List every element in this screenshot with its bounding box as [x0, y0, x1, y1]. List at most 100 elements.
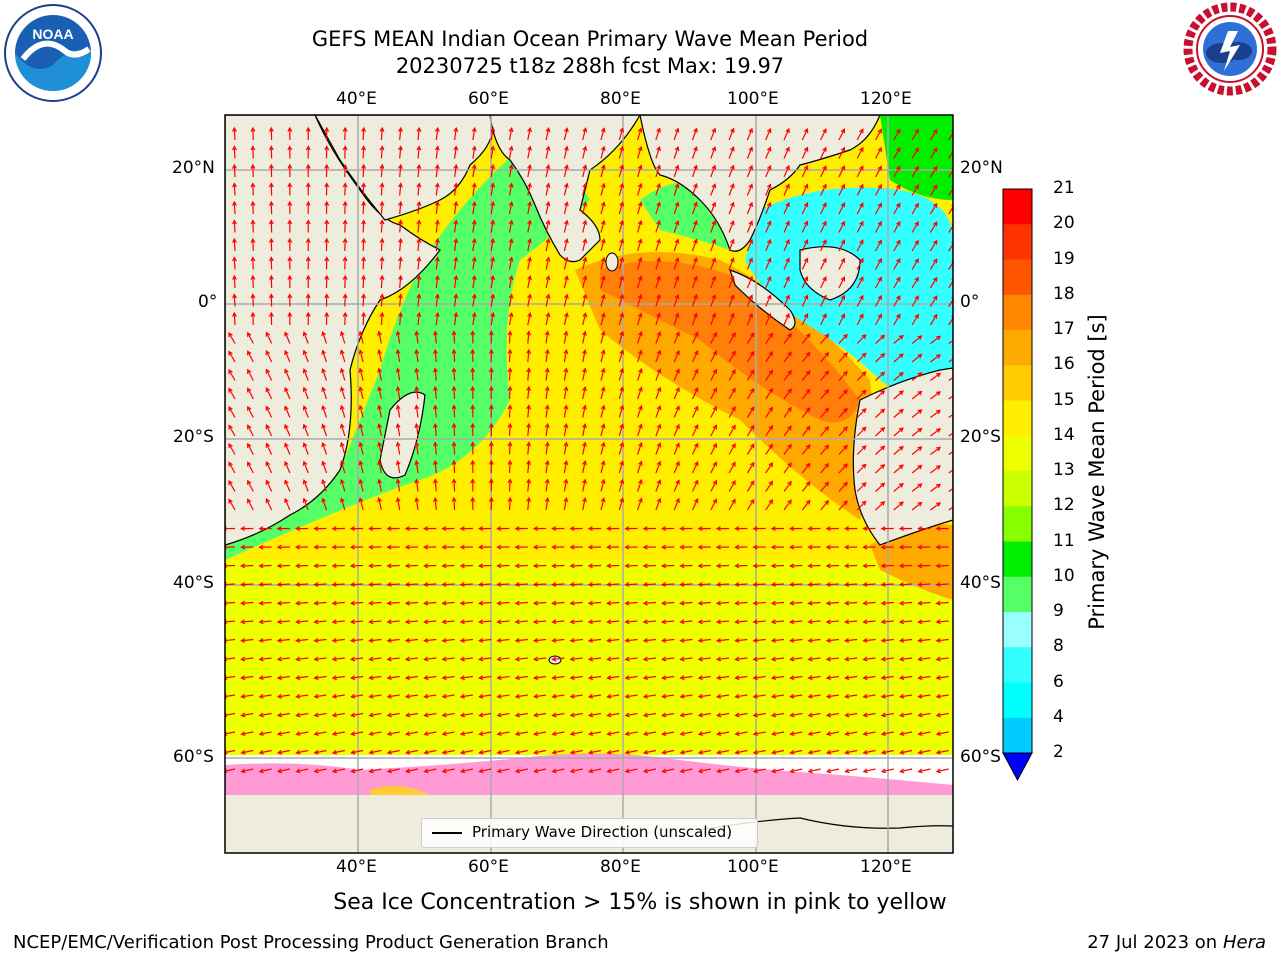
wave-direction-arrow [570, 731, 583, 735]
wave-direction-arrow [637, 405, 642, 418]
wave-direction-arrow [490, 313, 494, 326]
wave-direction-arrow [618, 368, 624, 381]
wave-direction-arrow [948, 261, 953, 270]
wave-direction-arrowhead [825, 544, 831, 550]
wave-direction-arrowhead [749, 498, 755, 504]
wave-direction-arrow [918, 601, 931, 604]
wave-direction-arrowhead [358, 441, 364, 447]
wave-direction-arrow [643, 601, 656, 604]
wave-direction-arrowhead [459, 768, 466, 774]
wave-direction-arrowhead [268, 219, 274, 225]
wave-direction-arrow [303, 498, 309, 511]
wave-direction-arrowhead [766, 127, 772, 134]
wave-direction-arrow [490, 146, 494, 159]
wave-direction-arrowhead [619, 256, 625, 262]
wave-direction-arrowhead [768, 424, 774, 431]
wave-direction-arrowhead [404, 712, 411, 718]
wave-direction-arrow [515, 731, 528, 735]
wave-direction-arrow [655, 165, 661, 178]
wave-direction-arrow [362, 127, 365, 141]
legend-label: Primary Wave Direction (unscaled) [472, 823, 733, 841]
wave-direction-arrowhead [350, 731, 356, 737]
colorbar-segment [1003, 506, 1032, 542]
wave-direction-arrowhead [862, 749, 868, 755]
wave-direction-arrow [643, 620, 656, 623]
wave-direction-arrow [746, 388, 755, 400]
wave-direction-arrowhead [638, 330, 643, 337]
wave-direction-arrowhead [441, 563, 447, 569]
wave-direction-arrow [399, 257, 402, 270]
wave-direction-arrow [434, 349, 437, 363]
wave-direction-arrowhead [917, 693, 923, 699]
wave-direction-arrowhead [377, 497, 382, 503]
wave-direction-arrowhead [496, 731, 502, 737]
wave-direction-arrow [387, 694, 400, 698]
wave-direction-arrowhead [582, 367, 587, 373]
wave-direction-arrowhead [734, 749, 740, 755]
wave-direction-arrowhead [730, 238, 735, 244]
wave-direction-arrowhead [840, 165, 846, 171]
wave-direction-arrowhead [287, 163, 293, 169]
wave-direction-arrowhead [564, 238, 569, 244]
wave-direction-arrow [247, 425, 254, 437]
wave-direction-arrowhead [638, 367, 643, 374]
wave-direction-arrow [472, 202, 476, 215]
wave-direction-arrowhead [638, 423, 643, 429]
wave-direction-arrow [698, 712, 711, 717]
wave-direction-arrowhead [324, 256, 330, 262]
wave-direction-arrow [808, 620, 821, 623]
wave-direction-arrowhead [350, 768, 356, 774]
wave-direction-arrowhead [697, 544, 703, 550]
wave-direction-arrow [618, 405, 624, 418]
wave-direction-arrowhead [656, 275, 661, 281]
lat-label-left-20n: 20°N [172, 158, 215, 178]
wave-direction-arrow [710, 462, 717, 474]
wave-direction-arrow [746, 202, 753, 215]
wave-direction-arrow [772, 768, 785, 773]
wave-direction-arrowhead [674, 238, 680, 244]
wave-direction-arrow [515, 620, 528, 623]
wave-direction-arrowhead [712, 442, 717, 448]
wave-direction-arrowhead [642, 637, 648, 643]
wave-direction-arrow [545, 387, 549, 400]
wave-direction-arrowhead [862, 526, 868, 532]
wave-direction-arrow [497, 657, 510, 661]
wave-direction-arrowhead [526, 496, 532, 502]
wave-direction-arrowhead [661, 637, 667, 643]
wave-direction-arrow [233, 127, 236, 141]
wave-direction-arrow [399, 146, 402, 159]
wave-direction-arrow [918, 620, 931, 623]
wave-direction-arrowhead [563, 496, 569, 503]
wave-direction-arrowhead [368, 731, 374, 737]
wave-direction-arrow [497, 749, 510, 754]
wave-direction-arrow [228, 369, 236, 381]
wave-direction-arrowhead [404, 544, 410, 550]
wave-direction-arrowhead [247, 498, 252, 504]
wave-direction-arrowhead [935, 749, 941, 755]
wave-direction-arrow [826, 657, 839, 661]
wave-direction-arrowhead [295, 637, 301, 643]
wave-direction-arrow [783, 388, 792, 400]
wave-direction-arrowhead [675, 386, 680, 392]
wave-direction-arrowhead [587, 712, 594, 718]
wave-direction-arrow [434, 386, 437, 400]
wave-direction-arrowhead [395, 496, 401, 503]
wave-direction-arrow [753, 657, 766, 661]
wave-direction-arrowhead [305, 256, 311, 262]
wave-direction-arrowhead [349, 582, 355, 587]
wave-direction-arrow [710, 313, 716, 326]
wave-direction-arrowhead [936, 409, 942, 415]
wave-direction-arrowhead [313, 656, 319, 662]
wave-direction-arrow [322, 461, 328, 474]
wave-direction-arrow [247, 462, 254, 474]
wave-direction-arrowhead [470, 367, 476, 373]
wave-direction-arrowhead [302, 497, 308, 503]
wave-direction-arrowhead [789, 544, 795, 550]
wave-direction-arrow [247, 369, 254, 381]
wave-direction-arrow [233, 312, 236, 326]
wave-direction-arrowhead [936, 428, 942, 433]
wave-direction-arrowhead [386, 619, 392, 625]
wave-direction-arrowhead [840, 183, 846, 189]
wave-direction-arrowhead [276, 768, 283, 774]
wave-direction-arrowhead [361, 145, 367, 151]
